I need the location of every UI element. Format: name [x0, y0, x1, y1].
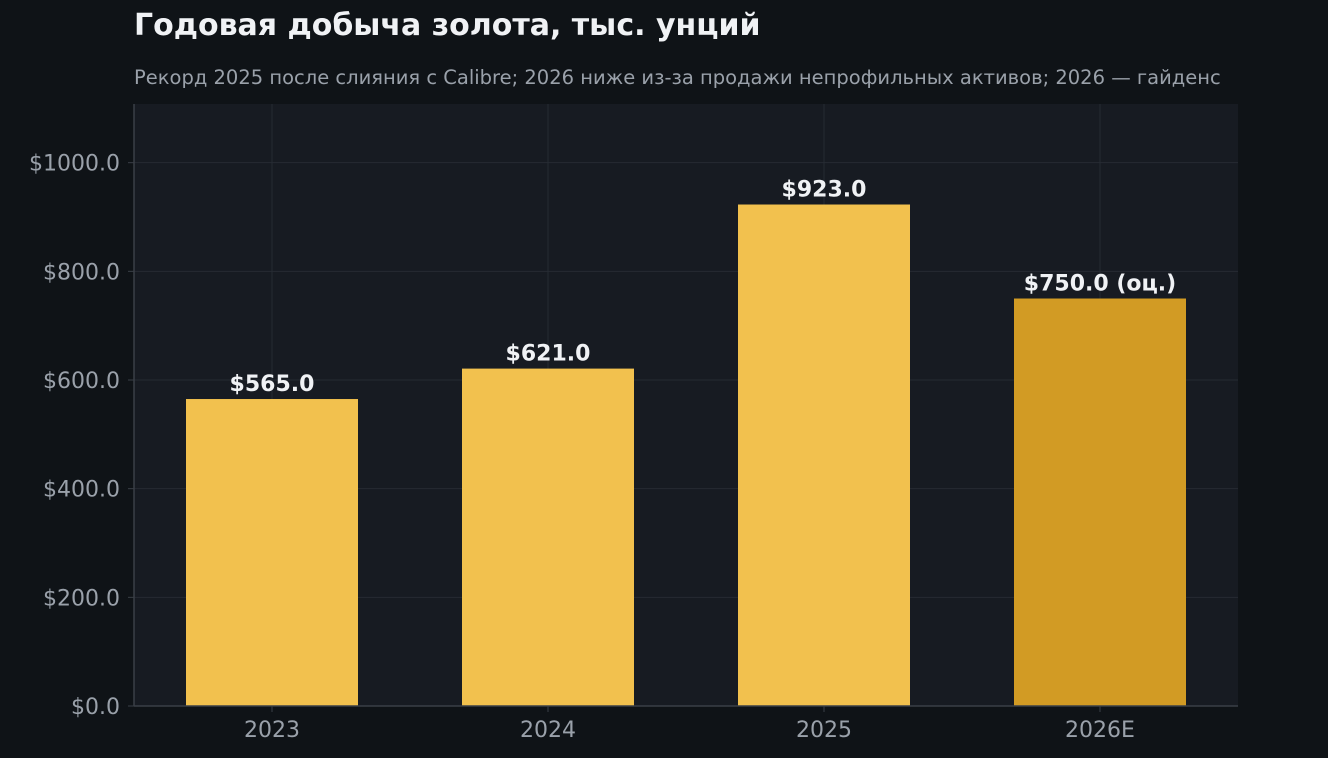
- y-tick-label: $800.0: [43, 260, 120, 285]
- bar-2024: [462, 368, 634, 706]
- y-axis-ticks: $0.0 $200.0 $400.0 $600.0 $800.0 $1000.0: [29, 152, 134, 720]
- data-label-2024: $621.0: [506, 342, 591, 367]
- y-tick-label: $1000.0: [29, 152, 120, 177]
- bar-2026E: [1014, 298, 1186, 706]
- bars: [186, 204, 1186, 706]
- axes: [133, 104, 1238, 707]
- y-tick-label: $0.0: [71, 695, 120, 720]
- bar-2023: [186, 399, 358, 706]
- data-label-2023: $565.0: [230, 372, 315, 397]
- chart-title: Годовая добыча золота, тыс. унций: [134, 8, 761, 43]
- data-labels: $565.0 $621.0 $923.0 $750.0 (оц.): [230, 178, 1177, 398]
- chart-subtitle: Рекорд 2025 после слияния с Calibre; 202…: [134, 66, 1221, 89]
- data-label-2026E: $750.0 (оц.): [1024, 272, 1176, 297]
- y-tick-label: $400.0: [43, 478, 120, 503]
- x-tick-label-2026E: 2026E: [1065, 718, 1135, 743]
- x-tick-label-2025: 2025: [796, 718, 852, 743]
- x-tick-label-2023: 2023: [244, 718, 300, 743]
- y-tick-label: $600.0: [43, 369, 120, 394]
- x-axis-ticks: 2023 2024 2025 2026E: [244, 706, 1135, 743]
- data-label-2025: $923.0: [782, 178, 867, 203]
- bar-2025: [738, 204, 910, 706]
- x-tick-label-2024: 2024: [520, 718, 576, 743]
- y-tick-label: $200.0: [43, 586, 120, 611]
